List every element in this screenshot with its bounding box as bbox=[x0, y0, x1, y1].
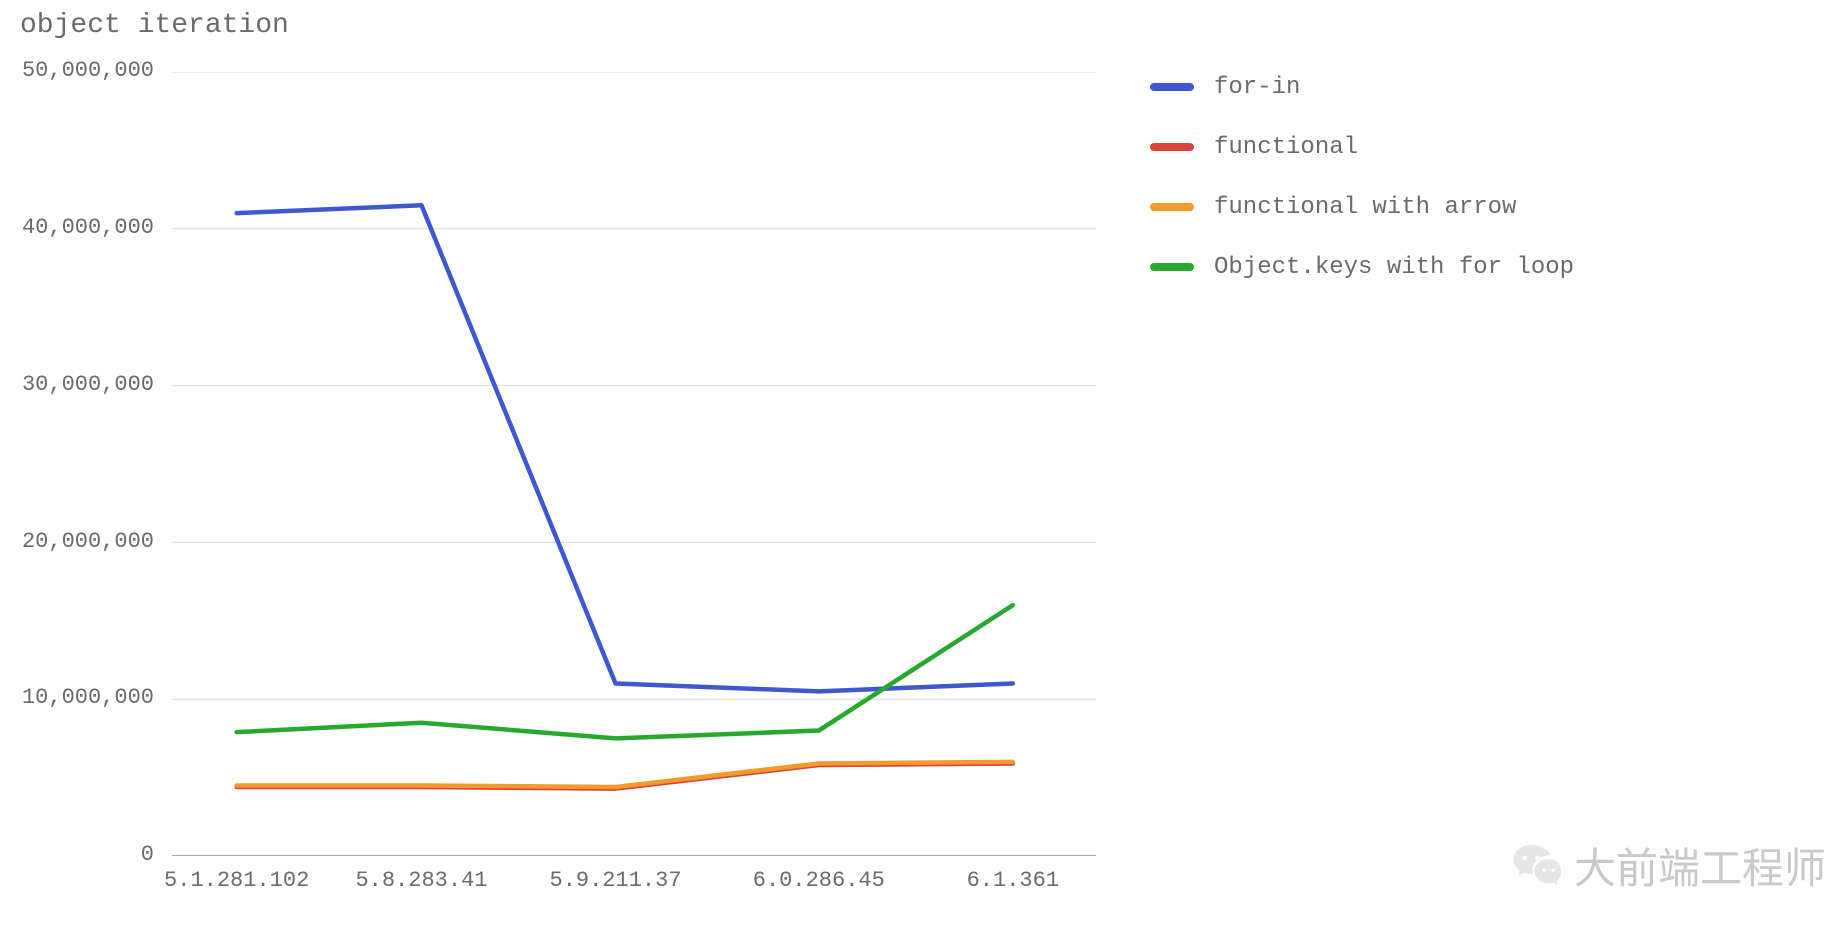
series-line bbox=[237, 605, 1013, 738]
chart-title: object iteration bbox=[20, 10, 289, 41]
legend-item: Object.keys with for loop bbox=[1150, 246, 1574, 288]
y-tick-label: 50,000,000 bbox=[0, 58, 154, 83]
x-tick-label: 6.1.361 bbox=[913, 868, 1113, 893]
chart-series bbox=[237, 205, 1013, 788]
y-tick-label: 40,000,000 bbox=[0, 215, 154, 240]
x-tick-label: 5.1.281.102 bbox=[137, 868, 337, 893]
watermark-text: 大前端工程师 bbox=[1574, 835, 1826, 896]
y-tick-label: 10,000,000 bbox=[0, 685, 154, 710]
legend-label: functional with arrow bbox=[1214, 194, 1516, 221]
legend-swatch bbox=[1150, 83, 1194, 91]
legend-item: for-in bbox=[1150, 66, 1574, 108]
chart-plot bbox=[172, 72, 1096, 856]
legend-swatch bbox=[1150, 263, 1194, 271]
x-tick-label: 6.0.286.45 bbox=[719, 868, 919, 893]
y-tick-label: 30,000,000 bbox=[0, 372, 154, 397]
legend-label: functional bbox=[1214, 134, 1358, 161]
legend-item: functional with arrow bbox=[1150, 186, 1574, 228]
series-line bbox=[237, 205, 1013, 691]
chart-legend: for-in functional functional with arrow Obj… bbox=[1150, 66, 1574, 306]
legend-item: functional bbox=[1150, 126, 1574, 168]
legend-label: for-in bbox=[1214, 74, 1300, 101]
y-tick-label: 0 bbox=[0, 842, 154, 867]
legend-swatch bbox=[1150, 143, 1194, 151]
y-tick-label: 20,000,000 bbox=[0, 529, 154, 554]
watermark: 大前端工程师 bbox=[1510, 835, 1826, 896]
x-tick-label: 5.8.283.41 bbox=[321, 868, 521, 893]
legend-label: Object.keys with for loop bbox=[1214, 254, 1574, 281]
legend-swatch bbox=[1150, 203, 1194, 211]
wechat-icon bbox=[1510, 838, 1566, 894]
x-tick-label: 5.9.211.37 bbox=[516, 868, 716, 893]
